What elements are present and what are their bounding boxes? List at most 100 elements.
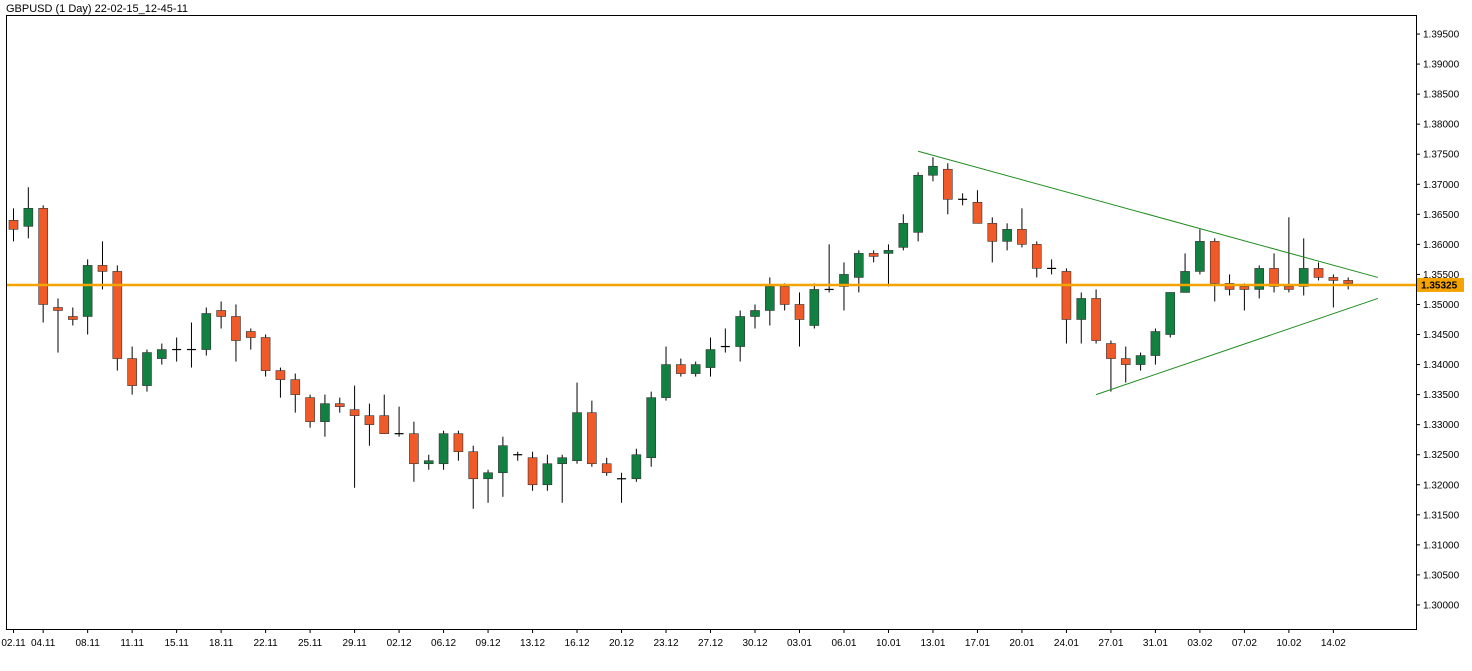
x-tick-label: 04.11 xyxy=(31,638,56,649)
candle-body-bear xyxy=(8,220,19,230)
candle xyxy=(157,343,167,365)
candle-body-bear xyxy=(97,265,108,272)
candle-body-bear xyxy=(972,202,983,224)
candle xyxy=(334,397,345,413)
price-axis: 1.39500 1.39000 1.38500 1.38000 1.37500 1.370… xyxy=(1416,30,1460,611)
x-tick-label: 15.11 xyxy=(164,638,189,649)
candle-body-bull xyxy=(542,463,553,486)
x-tick-label: 20.12 xyxy=(609,638,634,649)
candle xyxy=(1284,217,1294,293)
candle-body-bear xyxy=(453,433,464,453)
candle xyxy=(305,394,315,428)
candle xyxy=(898,214,909,251)
candle-body-bear xyxy=(1106,343,1116,359)
candle xyxy=(68,307,78,326)
candle xyxy=(349,385,360,488)
x-tick-label: 27.12 xyxy=(698,638,723,649)
chart-title: GBPUSD (1 Day) 22-02-15_12-45-11 xyxy=(6,3,188,15)
candle xyxy=(883,244,894,287)
candle xyxy=(1120,346,1131,383)
x-tick-label: 03.01 xyxy=(787,638,812,649)
candle xyxy=(8,208,19,242)
candle xyxy=(201,307,212,356)
x-tick-label: 02.11 xyxy=(1,638,26,649)
candle-body-bull xyxy=(1298,268,1309,287)
x-tick-label: 29.11 xyxy=(342,638,367,649)
candle xyxy=(245,328,256,350)
candle-body-bear xyxy=(1328,277,1339,281)
candle-body-bear xyxy=(38,208,48,305)
candle-body-bull xyxy=(898,223,909,248)
level-price-label: 1.35325 xyxy=(1421,280,1458,291)
candle xyxy=(1313,262,1324,281)
candle-body-bear xyxy=(1120,358,1131,365)
candle xyxy=(542,454,553,491)
candle-body-bear xyxy=(231,316,241,341)
candle-body-bull xyxy=(839,274,849,287)
y-tick-label: 1.38500 xyxy=(1423,90,1460,101)
x-tick-label: 06.12 xyxy=(431,638,456,649)
candle xyxy=(913,172,923,242)
candle xyxy=(868,250,879,263)
candle xyxy=(987,217,998,263)
y-tick-label: 1.34000 xyxy=(1423,360,1460,371)
y-tick-label: 1.39500 xyxy=(1423,30,1460,41)
candle-body-bear xyxy=(1017,229,1027,245)
candle-body-bull xyxy=(661,364,671,398)
date-axis: 02.11 04.11 08.11 11.11 15.11 18.11 22.11 25.11… xyxy=(1,629,1346,649)
x-tick-label: 30.12 xyxy=(742,638,767,649)
candle xyxy=(601,457,612,476)
y-tick-label: 1.38000 xyxy=(1423,120,1460,131)
candle xyxy=(1031,241,1042,278)
candle xyxy=(231,304,241,362)
candle-body-bull xyxy=(1150,331,1161,356)
candle-body-bear xyxy=(1313,268,1324,278)
candle xyxy=(275,367,286,398)
y-tick-label: 1.31500 xyxy=(1423,510,1460,521)
candle xyxy=(260,334,271,377)
candle-body-bull xyxy=(1180,271,1190,293)
candle-body-bull xyxy=(483,472,493,480)
trendline xyxy=(1095,297,1379,396)
candle-body-bull xyxy=(23,208,34,227)
candle-body-bear xyxy=(527,457,538,486)
candle xyxy=(1061,268,1072,344)
candle xyxy=(290,373,301,413)
trendline xyxy=(917,150,1378,278)
candle xyxy=(1047,259,1057,275)
candle xyxy=(1254,265,1265,299)
candle-body-bear xyxy=(334,403,345,407)
candle xyxy=(1195,229,1205,275)
candle-body-bear xyxy=(53,307,63,311)
candle xyxy=(972,190,983,224)
candle-body-bear xyxy=(1091,298,1101,341)
candle-body-bull xyxy=(735,316,745,347)
candle-body-bear xyxy=(601,463,612,474)
candle xyxy=(572,382,582,464)
candle-body-bull xyxy=(1165,292,1176,335)
candle-body-bear xyxy=(468,451,479,480)
x-tick-label: 24.01 xyxy=(1054,638,1079,649)
x-tick-label: 23.12 xyxy=(654,638,679,649)
candle xyxy=(676,358,686,377)
x-tick-label: 09.12 xyxy=(476,638,501,649)
candle-body-bull xyxy=(646,397,656,459)
y-tick-label: 1.30000 xyxy=(1423,600,1460,611)
y-tick-label: 1.36000 xyxy=(1423,240,1460,251)
candle-body-bear xyxy=(1061,271,1072,320)
candle-body-bull xyxy=(1076,298,1087,320)
candle-body-bull xyxy=(320,403,330,422)
candle xyxy=(320,394,330,437)
candle-body-bull xyxy=(1195,241,1205,272)
candle xyxy=(379,394,390,434)
candle-body-bull xyxy=(883,250,894,254)
candle-body-bear xyxy=(305,397,315,422)
candle xyxy=(646,391,656,467)
x-tick-label: 20.01 xyxy=(1009,638,1034,649)
candle xyxy=(779,283,790,311)
candle xyxy=(513,451,523,461)
candle xyxy=(1017,208,1027,248)
candle-body-bear xyxy=(676,364,686,374)
x-tick-label: 18.11 xyxy=(209,638,234,649)
candle-body-bull xyxy=(1254,268,1265,290)
